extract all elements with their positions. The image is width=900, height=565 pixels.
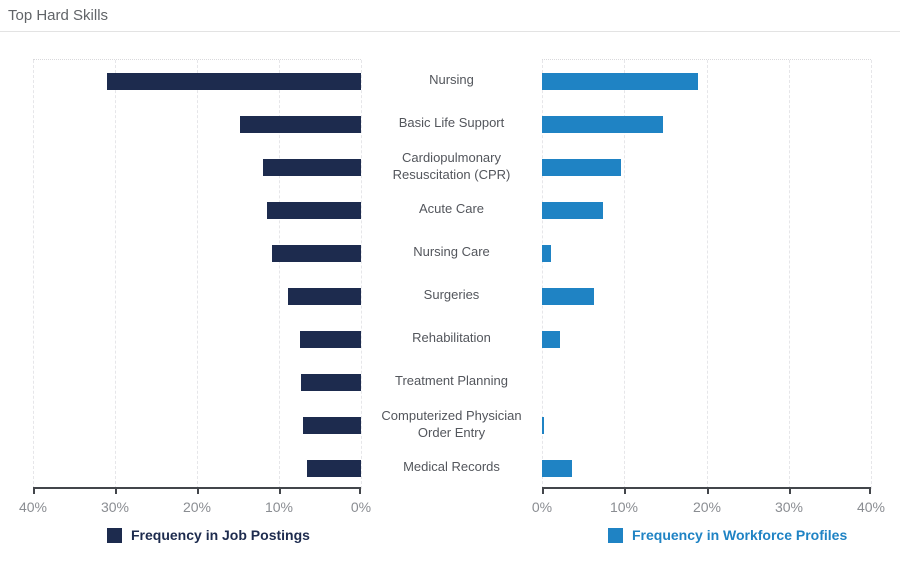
axis-tick-label: 30% (100, 499, 130, 515)
gridline (115, 60, 116, 489)
bar-frequency-in-workforce-profiles-basic-life-support[interactable] (542, 116, 663, 133)
bar-frequency-in-job-postings-treatment-planning[interactable] (301, 374, 361, 391)
axis-tick-mark (33, 489, 35, 494)
gridline (707, 60, 708, 489)
gridline (33, 60, 34, 489)
gridline (789, 60, 790, 489)
legend-swatch-job-postings (107, 527, 122, 543)
gridline (542, 60, 543, 489)
axis-tick-mark (115, 489, 117, 494)
axis-tick-mark (707, 489, 709, 494)
axis-tick-label: 20% (182, 499, 212, 515)
bar-frequency-in-workforce-profiles-surgeries[interactable] (542, 288, 594, 305)
x-axis-line (33, 487, 361, 489)
axis-tick-label: 40% (856, 499, 886, 515)
x-axis-line (542, 487, 871, 489)
axis-tick-label: 10% (264, 499, 294, 515)
bar-frequency-in-job-postings-basic-life-support[interactable] (240, 116, 361, 133)
category-label-computerized-physician-order-entry: Computerized Physician Order Entry (381, 407, 522, 440)
bar-frequency-in-job-postings-acute-care[interactable] (267, 202, 361, 219)
bar-frequency-in-workforce-profiles-nursing[interactable] (542, 73, 698, 90)
bar-frequency-in-job-postings-cardiopulmonary-resuscitation-cpr[interactable] (263, 159, 361, 176)
bar-frequency-in-job-postings-rehabilitation[interactable] (300, 331, 361, 348)
axis-tick-mark (279, 489, 281, 494)
legend-label-job-postings: Frequency in Job Postings (131, 527, 310, 543)
gridline (197, 60, 198, 489)
legend-swatch-workforce-profiles (608, 527, 623, 543)
bar-frequency-in-workforce-profiles-cardiopulmonary-resuscitation-cpr[interactable] (542, 159, 621, 176)
bar-frequency-in-workforce-profiles-acute-care[interactable] (542, 202, 603, 219)
legend-label-workforce-profiles: Frequency in Workforce Profiles (632, 527, 848, 543)
category-label-treatment-planning: Treatment Planning (395, 373, 508, 389)
bar-frequency-in-job-postings-surgeries[interactable] (288, 288, 361, 305)
axis-tick-mark (542, 489, 544, 494)
category-label-nursing: Nursing (429, 72, 474, 88)
bar-frequency-in-workforce-profiles-computerized-physician-order-entry[interactable] (542, 417, 544, 434)
axis-tick-label: 0% (350, 499, 372, 515)
bar-frequency-in-workforce-profiles-medical-records[interactable] (542, 460, 572, 477)
bar-frequency-in-job-postings-medical-records[interactable] (307, 460, 361, 477)
gridline (871, 60, 872, 489)
category-label-acute-care: Acute Care (418, 201, 485, 217)
axis-tick-label: 20% (692, 499, 722, 515)
gridline (361, 60, 362, 489)
legend-item-workforce-profiles[interactable]: Frequency in Workforce Profiles (608, 527, 847, 543)
category-label-basic-life-support: Basic Life Support (398, 115, 505, 131)
page-title: Top Hard Skills (8, 7, 109, 24)
category-label-rehabilitation: Rehabilitation (412, 330, 491, 346)
workforce-profiles-plot: 0% 10% 20% 30% 40% (532, 59, 885, 515)
axis-tick-mark (624, 489, 626, 494)
category-label-cardiopulmonary-resuscitation-cpr: Cardiopulmonary Resuscitation (CPR) (392, 149, 511, 182)
bar-frequency-in-job-postings-nursing[interactable] (107, 73, 361, 90)
bar-frequency-in-workforce-profiles-rehabilitation[interactable] (542, 331, 560, 348)
gridline (624, 60, 625, 489)
gridline (279, 60, 280, 489)
axis-tick-label: 10% (609, 499, 639, 515)
axis-tick-mark (197, 489, 199, 494)
legend-item-job-postings[interactable]: Frequency in Job Postings (107, 527, 310, 543)
category-label-nursing-care: Nursing Care (413, 244, 490, 260)
axis-tick-label: 30% (774, 499, 804, 515)
job-postings-plot: 40% 30% 20% 10% 0% (19, 59, 371, 515)
axis-tick-label: 0% (531, 499, 553, 515)
axis-tick-label: 40% (18, 499, 48, 515)
axis-tick-mark (869, 489, 871, 494)
category-label-surgeries: Surgeries (423, 287, 480, 303)
title-divider (0, 31, 900, 32)
axis-tick-mark (789, 489, 791, 494)
bar-frequency-in-job-postings-nursing-care[interactable] (272, 245, 361, 262)
axis-tick-mark (359, 489, 361, 494)
category-label-medical-records: Medical Records (403, 459, 500, 475)
bar-frequency-in-job-postings-computerized-physician-order-entry[interactable] (303, 417, 361, 434)
bar-frequency-in-workforce-profiles-nursing-care[interactable] (542, 245, 551, 262)
category-labels-column: Nursing Basic Life Support Cardiopulmonary… (361, 59, 542, 489)
